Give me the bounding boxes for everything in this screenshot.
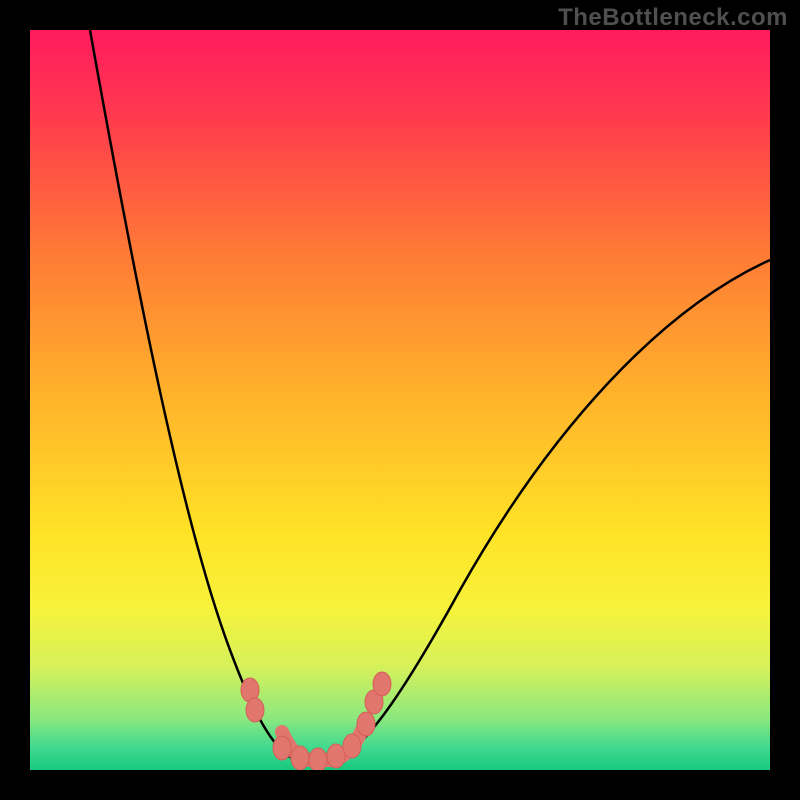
marker-dot — [327, 744, 345, 768]
marker-dot — [343, 734, 361, 758]
gradient-background — [30, 30, 770, 770]
chart-svg — [30, 30, 770, 770]
marker-dot — [309, 748, 327, 770]
marker-dot — [273, 736, 291, 760]
watermark-text: TheBottleneck.com — [558, 4, 788, 32]
marker-dot — [357, 712, 375, 736]
plot-area — [30, 30, 770, 770]
marker-dot — [373, 672, 391, 696]
marker-dot — [291, 746, 309, 770]
marker-dot — [246, 698, 264, 722]
